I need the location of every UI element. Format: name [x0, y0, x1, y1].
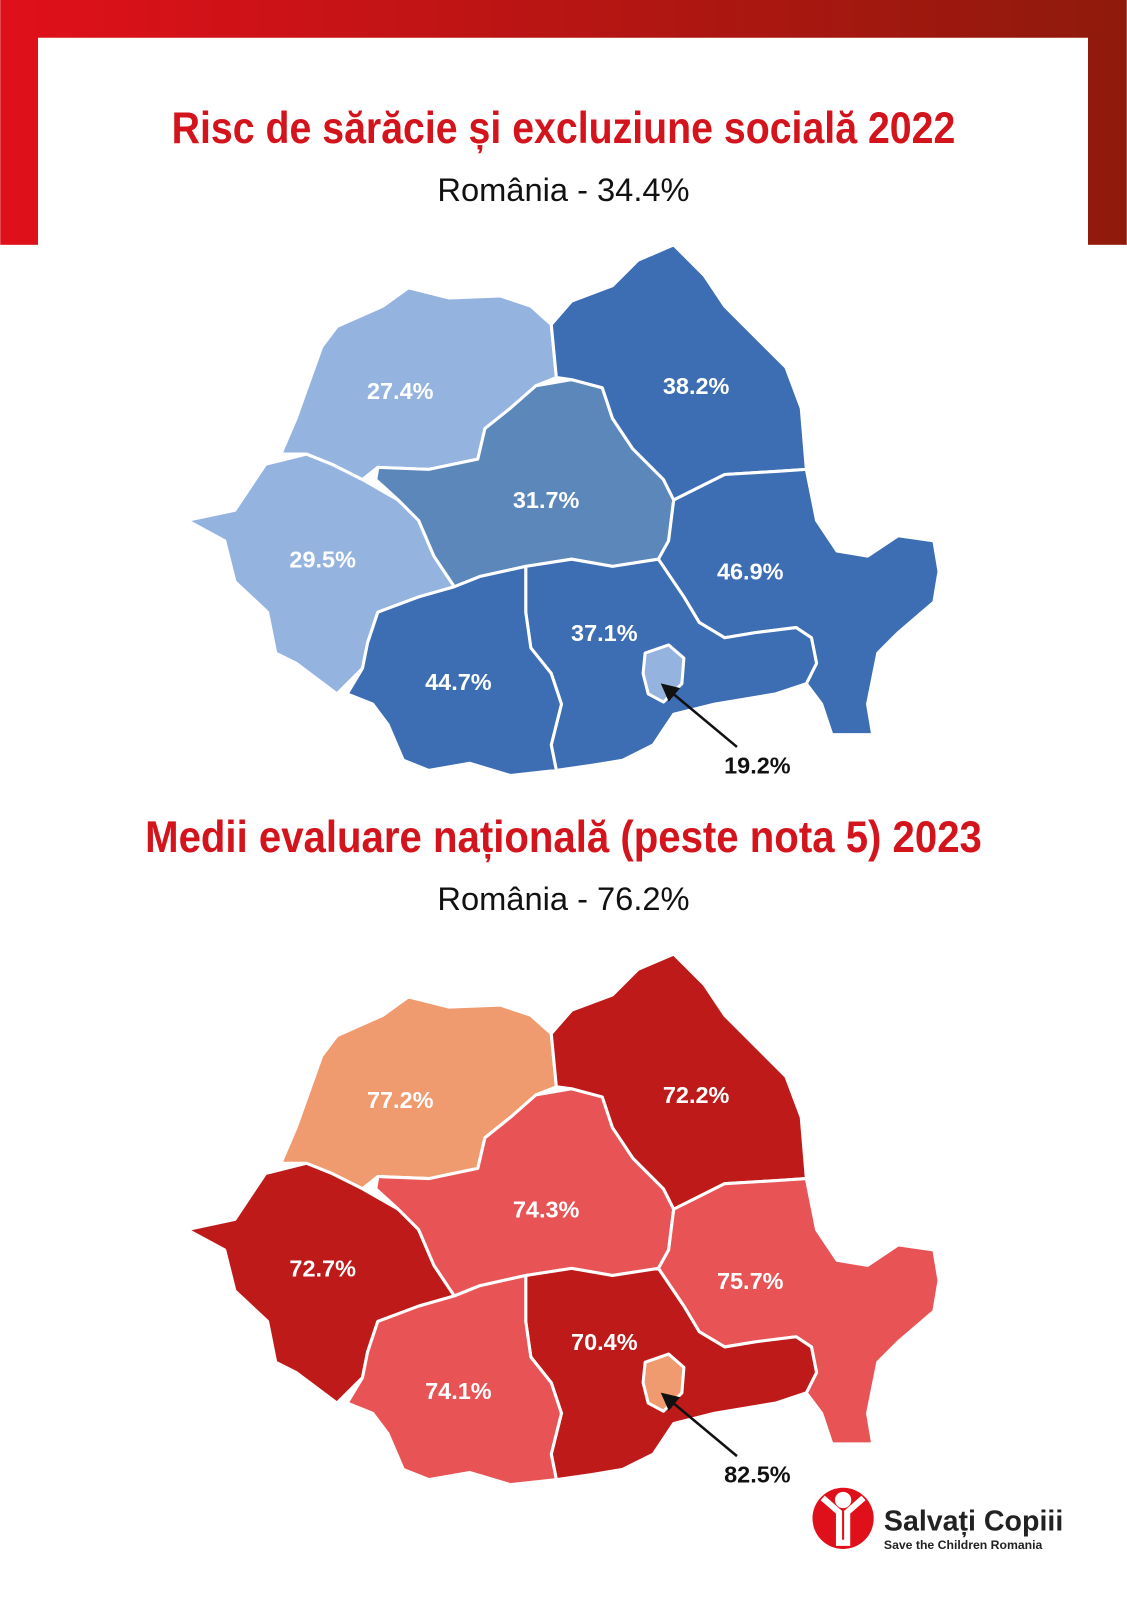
region-label: 70.4%	[571, 1329, 638, 1355]
maps: Risc de sărăcie și excluziune socială 20…	[145, 102, 982, 1488]
region-label: 37.1%	[571, 620, 638, 646]
region-label: 31.7%	[513, 487, 580, 513]
map-title: Risc de sărăcie și excluziune socială 20…	[172, 102, 956, 153]
map-title: Medii evaluare națională (peste nota 5) …	[145, 811, 982, 862]
logo-tagline: Save the Children Romania	[884, 1538, 1043, 1552]
callout-arrow	[660, 683, 738, 748]
logo: Salvați Copiii Save the Children Romania	[812, 1487, 1063, 1552]
map-subtitle: România - 76.2%	[437, 880, 689, 917]
region-label: 72.2%	[663, 1082, 730, 1108]
map-subtitle: România - 34.4%	[437, 171, 689, 208]
callout-label: 82.5%	[724, 1462, 791, 1488]
region-label: 27.4%	[367, 378, 434, 404]
region-label: 75.7%	[717, 1268, 784, 1294]
region-label: 72.7%	[289, 1256, 356, 1282]
logo-icon-body	[820, 1495, 866, 1546]
region-label: 74.3%	[513, 1196, 580, 1222]
logo-icon-head	[834, 1491, 852, 1509]
callout-label: 19.2%	[724, 752, 791, 778]
region-label: 46.9%	[717, 559, 784, 585]
region	[345, 1273, 563, 1487]
region	[345, 564, 563, 778]
region-label: 38.2%	[663, 373, 730, 399]
region-label: 77.2%	[367, 1087, 434, 1113]
callout-arrow	[660, 1392, 738, 1458]
logo-name: Salvați Copiii	[884, 1506, 1063, 1538]
region-label: 29.5%	[289, 546, 356, 572]
region-label: 74.1%	[425, 1378, 492, 1404]
region-label: 44.7%	[425, 669, 492, 695]
